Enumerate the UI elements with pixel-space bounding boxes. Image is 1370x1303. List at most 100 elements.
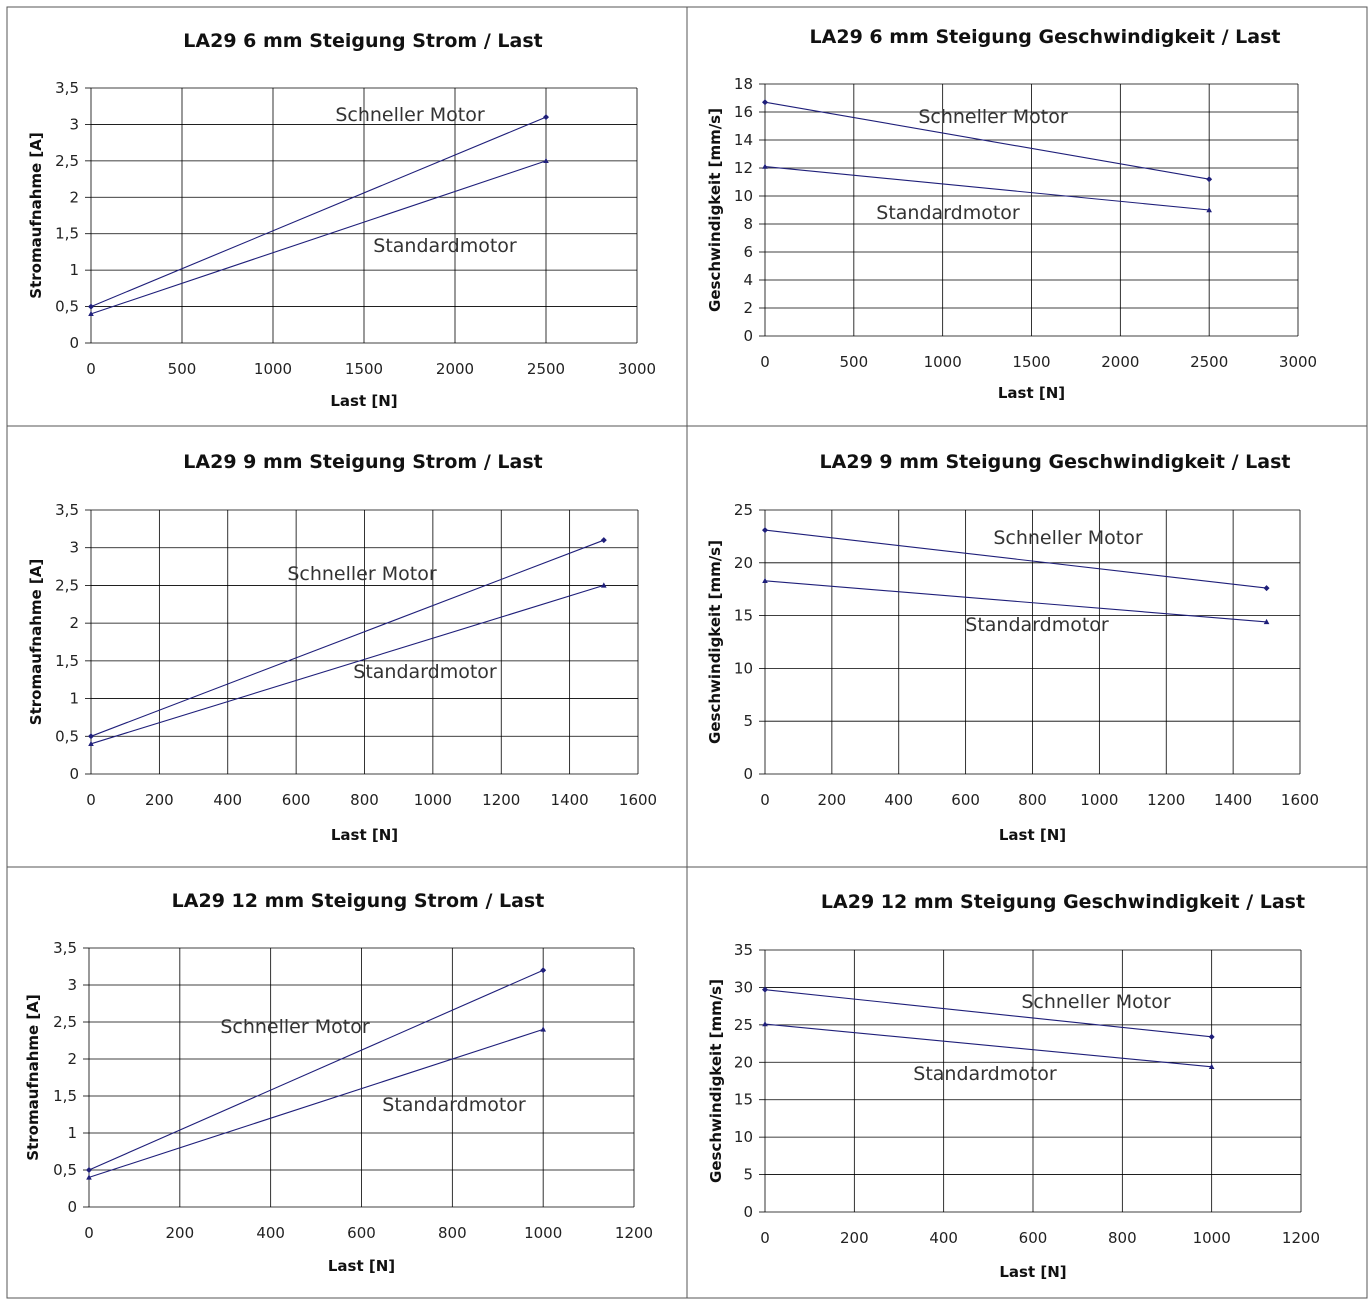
series-line	[764, 580, 1267, 623]
series-line	[764, 989, 1212, 1038]
x-tick-label: 400	[213, 791, 242, 809]
x-tick-label: 3000	[1279, 353, 1317, 371]
data-point-triangle	[762, 163, 768, 169]
data-point-diamond	[86, 1167, 92, 1173]
series-label: Standardmotor	[876, 202, 1020, 224]
x-tick-label: 0	[86, 360, 96, 378]
series-label: Standardmotor	[965, 614, 1109, 636]
x-tick-label: 200	[166, 1224, 195, 1242]
series-label: Standardmotor	[353, 661, 497, 683]
y-tick-label: 3	[69, 539, 79, 557]
y-tick-label: 25	[734, 501, 753, 519]
y-tick-label: 0	[743, 1203, 753, 1221]
panel-border	[686, 866, 1368, 1299]
series-line	[764, 101, 1210, 180]
y-tick-label: 5	[743, 1166, 753, 1184]
series-label: Schneller Motor	[918, 106, 1067, 128]
data-point-triangle	[601, 582, 607, 588]
y-tick-label: 2,5	[55, 576, 79, 594]
y-tick-label: 12	[734, 159, 753, 177]
series-line	[90, 160, 547, 315]
data-point-triangle	[1263, 618, 1270, 625]
y-tick-label: 20	[734, 1053, 753, 1071]
data-point-triangle	[86, 1174, 92, 1180]
y-tick-label: 4	[743, 271, 753, 289]
x-tick-label: 1600	[1281, 791, 1319, 809]
data-point-diamond	[1208, 1033, 1215, 1040]
x-tick-label: 600	[951, 791, 980, 809]
x-tick-label: 1000	[414, 791, 452, 809]
x-tick-label: 0	[760, 1229, 770, 1247]
x-tick-label: 1000	[924, 353, 962, 371]
y-tick-label: 1,5	[55, 225, 79, 243]
y-axis-label: Stromaufnahme [A]	[27, 132, 45, 298]
series-line	[90, 539, 604, 737]
y-tick-label: 0	[69, 765, 79, 783]
y-tick-label: 0	[743, 327, 753, 345]
x-tick-label: 1000	[254, 360, 292, 378]
y-tick-label: 3	[69, 115, 79, 133]
series-label: Schneller Motor	[287, 563, 436, 585]
chart-title: LA29 12 mm Steigung Geschwindigkeit / La…	[821, 891, 1305, 913]
y-tick-label: 0,5	[55, 727, 79, 745]
chart-panel: LA29 6 mm Steigung Geschwindigkeit / Las…	[686, 6, 1368, 427]
data-point-diamond	[540, 967, 547, 974]
data-point-triangle	[762, 577, 768, 583]
y-tick-label: 2,5	[55, 152, 79, 170]
y-tick-label: 20	[734, 554, 753, 572]
data-point-triangle	[88, 740, 94, 747]
series-line	[90, 116, 547, 308]
y-tick-label: 3	[67, 976, 77, 994]
y-tick-label: 25	[734, 1016, 753, 1034]
series-label: Schneller Motor	[1021, 991, 1170, 1013]
data-point-triangle	[1208, 1063, 1215, 1069]
series-line	[764, 529, 1267, 589]
y-tick-label: 14	[734, 131, 753, 149]
x-tick-label: 400	[884, 791, 913, 809]
y-tick-label: 15	[734, 607, 753, 625]
chart-panel: LA29 9 mm Steigung Strom / Last 0 200 400 60…	[6, 425, 688, 868]
chart-title: LA29 9 mm Steigung Strom / Last	[183, 451, 542, 473]
x-tick-label: 800	[1018, 791, 1047, 809]
chart-panel: LA29 12 mm Steigung Geschwindigkeit / La…	[686, 866, 1368, 1299]
y-axis-label: Stromaufnahme [A]	[24, 994, 42, 1160]
series-label: Standardmotor	[382, 1094, 526, 1116]
chart-panel: LA29 6 mm Steigung Strom / Last 0 500 1000 1…	[6, 6, 688, 427]
y-tick-label: 3,5	[53, 939, 77, 957]
x-tick-label: 800	[438, 1224, 467, 1242]
chart-panel: LA29 12 mm Steigung Strom / Last 0 200 400 6…	[6, 866, 688, 1299]
y-tick-label: 8	[743, 215, 753, 233]
x-tick-label: 200	[818, 791, 847, 809]
x-tick-label: 400	[256, 1224, 285, 1242]
y-axis-label: Geschwindigkeit [mm/s]	[706, 540, 724, 744]
y-tick-label: 30	[734, 978, 753, 996]
x-tick-label: 500	[840, 353, 869, 371]
x-axis-label: Last [N]	[998, 384, 1065, 402]
y-tick-label: 3,5	[55, 79, 79, 97]
y-tick-label: 16	[734, 103, 753, 121]
series-line	[88, 969, 544, 1171]
data-point-diamond	[88, 733, 94, 740]
series-label: Standardmotor	[373, 235, 517, 257]
x-tick-label: 1000	[524, 1224, 562, 1242]
data-point-diamond	[543, 114, 549, 121]
y-tick-label: 2	[69, 614, 79, 632]
data-point-triangle	[88, 310, 94, 317]
data-point-triangle	[543, 157, 549, 164]
y-tick-label: 0,5	[53, 1161, 77, 1179]
y-axis-label: Stromaufnahme [A]	[27, 559, 45, 725]
chart-title: LA29 9 mm Steigung Geschwindigkeit / Las…	[820, 451, 1291, 473]
x-tick-label: 1000	[1080, 791, 1118, 809]
y-tick-label: 0	[67, 1198, 77, 1216]
x-axis-label: Last [N]	[328, 1257, 395, 1275]
series-label: Standardmotor	[913, 1063, 1057, 1085]
chart-title: LA29 12 mm Steigung Strom / Last	[172, 890, 545, 912]
x-tick-label: 1600	[619, 791, 657, 809]
chart-panel: LA29 9 mm Steigung Geschwindigkeit / Las…	[686, 425, 1368, 868]
series-label: Schneller Motor	[220, 1016, 369, 1038]
x-tick-label: 200	[840, 1229, 869, 1247]
y-tick-label: 2,5	[53, 1013, 77, 1031]
y-tick-label: 15	[734, 1091, 753, 1109]
y-tick-label: 0	[69, 334, 79, 352]
data-point-diamond	[600, 537, 607, 544]
